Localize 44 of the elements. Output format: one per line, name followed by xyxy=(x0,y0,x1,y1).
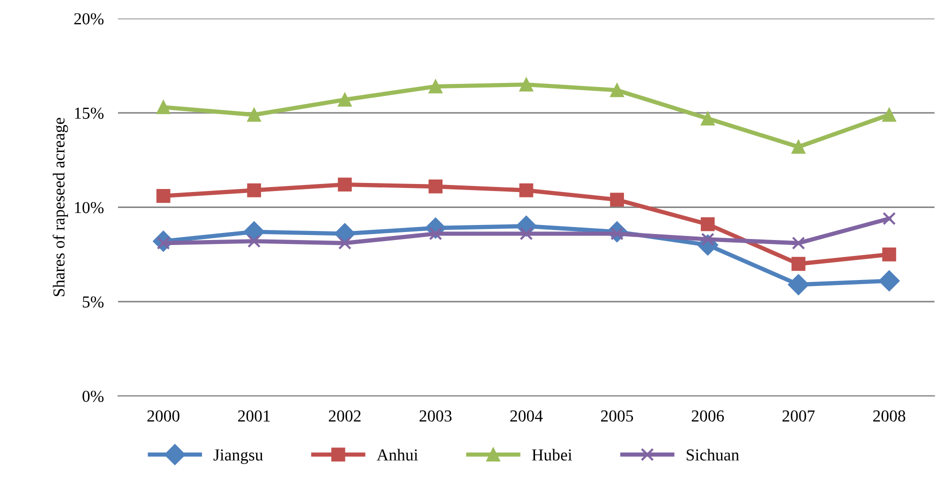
y-tick-label: 10% xyxy=(75,202,104,214)
point xyxy=(792,236,806,250)
x-tick-label: 2001 xyxy=(238,410,270,422)
point xyxy=(247,108,262,122)
point xyxy=(610,83,624,98)
legend-label: Sichuan xyxy=(686,448,740,461)
point xyxy=(788,274,809,296)
x-tick-label: 2004 xyxy=(510,410,543,422)
y-tick-label: 15% xyxy=(75,108,104,119)
point xyxy=(428,180,442,194)
point xyxy=(428,80,442,94)
point xyxy=(338,178,352,192)
point xyxy=(156,100,170,114)
point xyxy=(519,78,534,92)
point xyxy=(882,212,896,226)
x-tick-label: 2000 xyxy=(147,410,180,422)
x-tick-label: 2003 xyxy=(420,410,452,422)
point xyxy=(792,256,806,271)
point xyxy=(338,92,352,107)
legend-label: Hubei xyxy=(532,448,572,461)
point xyxy=(878,270,900,292)
y-tick-label: 20% xyxy=(74,13,104,24)
point xyxy=(700,217,715,232)
point xyxy=(882,108,896,122)
point xyxy=(519,183,534,198)
point xyxy=(700,112,715,126)
point xyxy=(338,236,352,250)
x-tick-label: 2006 xyxy=(692,410,724,422)
point xyxy=(792,140,806,154)
point xyxy=(156,188,170,203)
point xyxy=(247,183,262,198)
point xyxy=(610,192,624,207)
x-tick-label: 2008 xyxy=(873,410,906,422)
x-tick-label: 2007 xyxy=(782,410,815,422)
point xyxy=(520,227,533,240)
point xyxy=(882,247,896,262)
x-tick-label: 2002 xyxy=(328,410,361,422)
x-tick-label: 2005 xyxy=(601,410,634,422)
y-tick-label: 0% xyxy=(82,390,104,402)
legend-label: Jiangsu xyxy=(214,449,263,464)
point xyxy=(247,234,261,248)
legend-label: Anhui xyxy=(376,448,418,461)
y-tick-label: 5% xyxy=(82,296,104,308)
y-axis-title: Shares of rapeseed acreage xyxy=(52,118,68,296)
